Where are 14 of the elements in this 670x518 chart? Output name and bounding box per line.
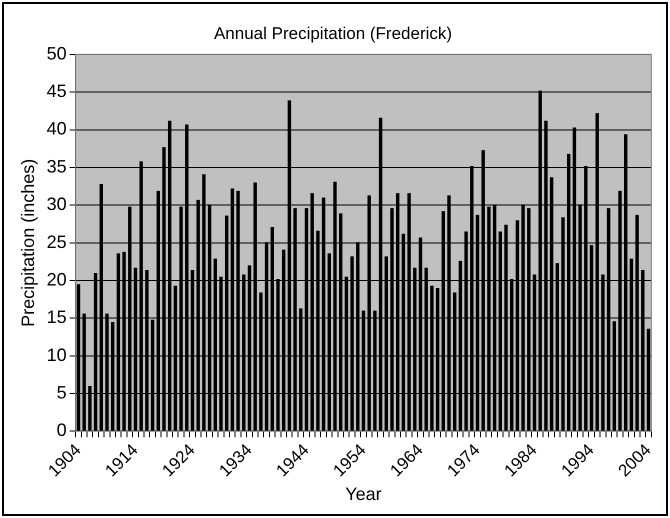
- y-tick-label: 0: [56, 420, 67, 440]
- y-axis-title: Precipitation (inches): [18, 158, 38, 327]
- y-tick-label: 30: [46, 194, 67, 214]
- y-tick-label: 5: [56, 382, 67, 403]
- y-tick-label: 50: [46, 43, 67, 64]
- y-tick-label: 20: [46, 269, 67, 290]
- x-axis-title: Year: [345, 484, 382, 504]
- y-tick-label: 35: [46, 156, 67, 176]
- y-tick-label: 25: [46, 232, 67, 252]
- chart-title: Annual Precipitation (Frederick): [214, 24, 452, 43]
- y-tick-label: 45: [46, 81, 67, 102]
- y-tick-label: 10: [46, 344, 67, 365]
- y-tick-label: 40: [46, 118, 67, 139]
- y-tick-label: 15: [46, 307, 67, 328]
